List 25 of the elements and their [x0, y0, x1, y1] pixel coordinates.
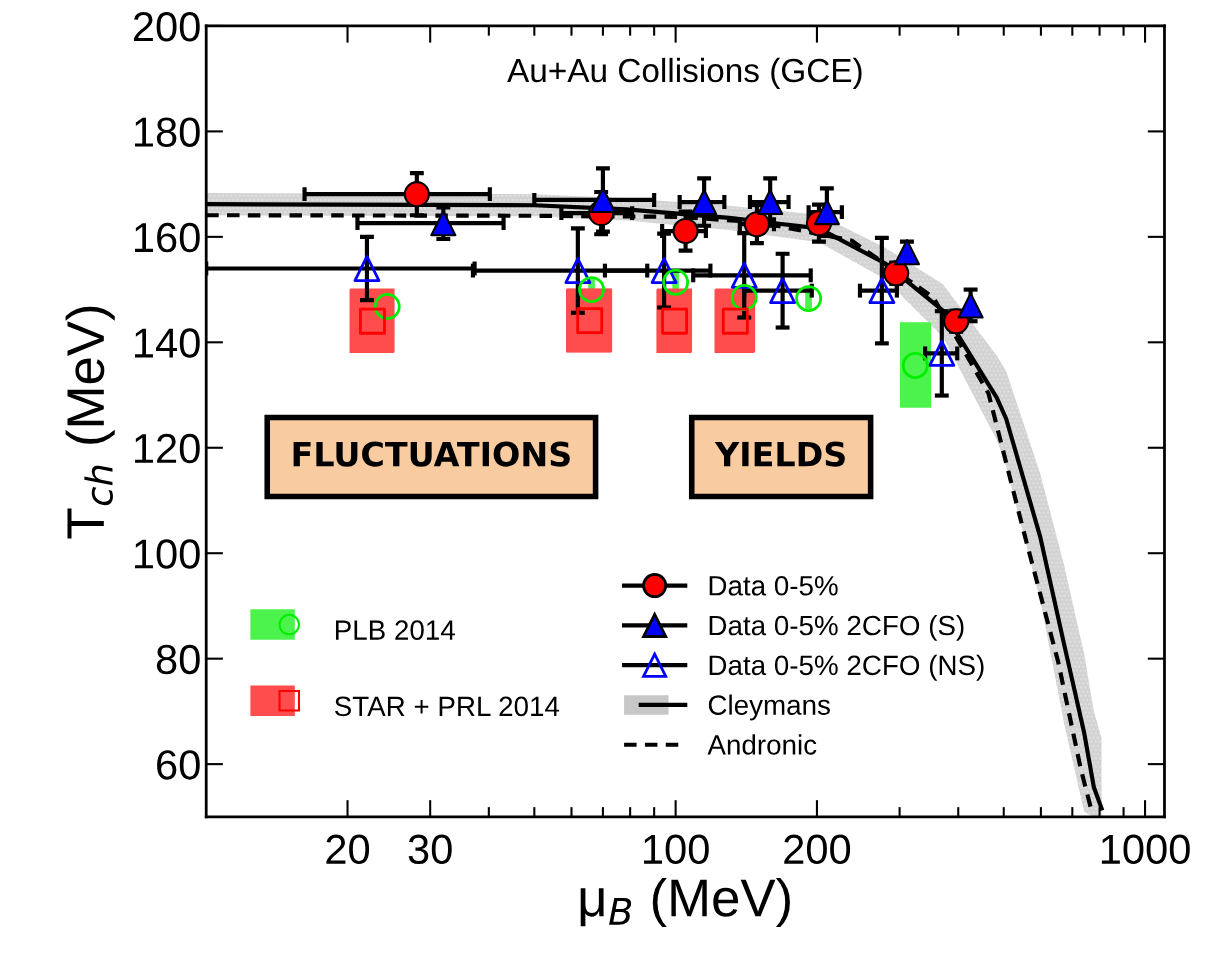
x-tick-label: 200 — [784, 834, 851, 865]
x-tick-label: 100 — [644, 834, 709, 865]
legend-label: Cleymans — [708, 694, 830, 721]
x-tick-label: 30 — [408, 834, 452, 865]
y-tick-label: 140 — [135, 328, 200, 358]
legend-label: PLB 2014 — [335, 620, 455, 640]
y-tick-label: 100 — [135, 539, 200, 569]
y-tick-label: 200 — [133, 11, 200, 42]
x-axis-title: μ$_{B}$ (MeV) — [580, 877, 790, 928]
y-tick-label: 80 — [156, 644, 200, 675]
annotation: FLUCTUATIONS — [293, 441, 570, 467]
legend-label: Andronic — [707, 734, 817, 755]
legend-label: Data 0-5% — [709, 575, 838, 596]
annotation: YIELDS — [714, 441, 845, 467]
y-tick-label: 120 — [135, 433, 200, 464]
y-tick-label: 60 — [157, 750, 200, 780]
legend-label: Data 0-5% 2CFO (S) — [709, 614, 964, 641]
legend-label: STAR + PRL 2014 — [334, 696, 560, 717]
x-tick-label: 20 — [326, 834, 370, 865]
y-axis-title: T$_{ch}$ (MeV) — [65, 306, 115, 539]
y-tick-label: 180 — [135, 117, 200, 147]
y-tick-label: 160 — [135, 222, 200, 253]
legend-label: Data 0-5% 2CFO (NS) — [709, 654, 984, 681]
x-tick-label: 1000 — [1101, 834, 1190, 865]
text: Au+Au Collisions (GCE) — [507, 57, 862, 89]
